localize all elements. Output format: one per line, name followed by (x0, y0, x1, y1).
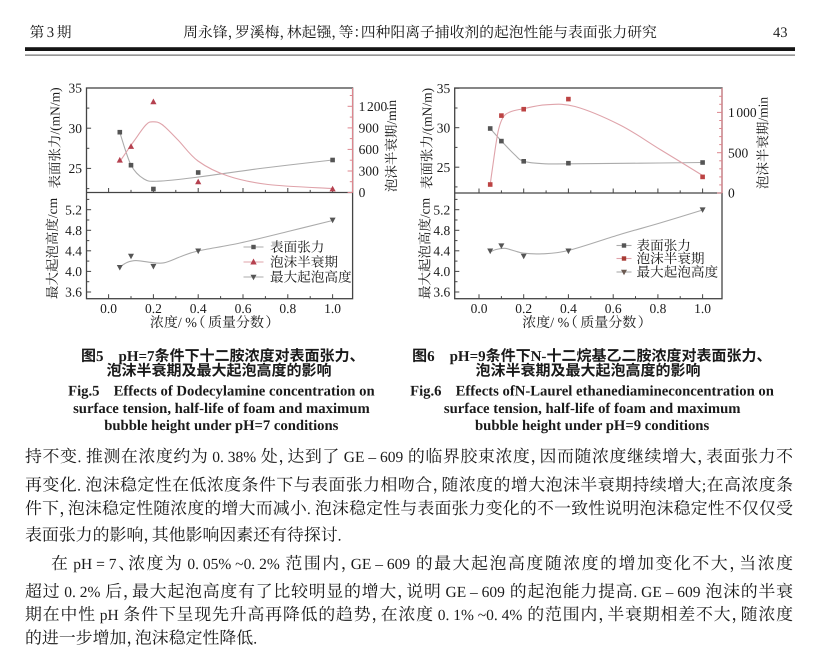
svg-text:pH = 7: pH = 7 (73, 556, 116, 573)
svg-text:1: 1 (359, 99, 366, 114)
svg-text:GE – 609: GE – 609 (351, 556, 411, 573)
svg-text:25: 25 (437, 160, 451, 175)
svg-text:4.0: 4.0 (65, 264, 82, 279)
svg-text:30: 30 (437, 120, 451, 135)
svg-text:0.8: 0.8 (279, 301, 296, 316)
svg-text:.: . (78, 449, 82, 466)
svg-text:3: 3 (47, 25, 54, 41)
svg-text:35: 35 (69, 81, 83, 96)
svg-text:/min: /min (756, 97, 771, 122)
svg-text:pH: pH (100, 607, 119, 624)
svg-text:Fig.5: Fig.5 (68, 383, 99, 399)
svg-text:0.4: 0.4 (560, 301, 577, 316)
svg-text:/(mN/m): /(mN/m) (420, 88, 435, 135)
svg-text:.: . (307, 501, 311, 518)
svg-text:0.8: 0.8 (649, 301, 666, 316)
svg-text:30: 30 (69, 121, 83, 136)
svg-text:25: 25 (69, 161, 83, 176)
svg-text:pH=9: pH=9 (450, 349, 486, 365)
svg-text:;: ; (702, 478, 706, 495)
svg-text:0.0: 0.0 (100, 301, 117, 316)
svg-text:6: 6 (427, 349, 435, 365)
svg-text:4.0: 4.0 (433, 264, 450, 279)
svg-text:3.6: 3.6 (433, 285, 450, 300)
svg-text:0.4: 0.4 (190, 301, 207, 316)
svg-text:bubble height under pH=9 condi: bubble height under pH=9 conditions (475, 418, 709, 434)
svg-text:/ %: / % (178, 316, 197, 331)
svg-text:4.8: 4.8 (65, 223, 82, 238)
svg-text:1.0: 1.0 (324, 301, 341, 316)
svg-text:300: 300 (359, 164, 380, 179)
svg-text:200: 200 (367, 99, 388, 114)
svg-text:4.4: 4.4 (65, 243, 82, 258)
svg-text:/cm: /cm (45, 197, 60, 218)
svg-text:. GE – 609: . GE – 609 (633, 584, 700, 601)
svg-text:pH=7: pH=7 (119, 349, 156, 365)
svg-text:0.6: 0.6 (235, 301, 252, 316)
svg-text:5: 5 (96, 349, 104, 365)
svg-text:0: 0 (728, 186, 735, 201)
svg-text:500: 500 (728, 145, 749, 160)
svg-text:bubble height under pH=7 condi: bubble height under pH=7 conditions (104, 418, 338, 434)
svg-text:4.8: 4.8 (433, 223, 450, 238)
svg-text:0: 0 (359, 185, 366, 200)
svg-text:0.0: 0.0 (471, 301, 488, 316)
svg-text:surface tension, half-life of: surface tension, half-life of foam and m… (444, 401, 741, 417)
svg-text:0. 38%: 0. 38% (212, 449, 256, 466)
svg-text:4.4: 4.4 (433, 243, 450, 258)
svg-text:/(mN/m): /(mN/m) (48, 87, 63, 134)
svg-text:Effects ofN-Laurel ethanediami: Effects ofN-Laurel ethanediamineconcentr… (456, 383, 774, 399)
svg-text:3.6: 3.6 (65, 285, 82, 300)
svg-text:0. 05% ~0. 2%: 0. 05% ~0. 2% (187, 556, 279, 573)
svg-text:.: . (253, 631, 257, 648)
svg-text:0.2: 0.2 (515, 301, 532, 316)
svg-text:000: 000 (736, 105, 757, 120)
svg-text:1: 1 (728, 105, 735, 120)
svg-text:.: . (77, 478, 81, 495)
svg-text:0. 2%: 0. 2% (64, 584, 100, 601)
svg-text:1.0: 1.0 (694, 301, 711, 316)
svg-text:N-: N- (531, 349, 547, 365)
svg-text:GE – 609: GE – 609 (344, 449, 404, 466)
svg-text:.: . (338, 528, 342, 545)
svg-text:5.2: 5.2 (65, 202, 82, 217)
svg-text:35: 35 (437, 81, 451, 96)
svg-text:GE – 609: GE – 609 (446, 584, 506, 601)
svg-text:0.2: 0.2 (145, 301, 162, 316)
svg-text:5.2: 5.2 (433, 202, 450, 217)
svg-text:Fig.6: Fig.6 (410, 383, 441, 399)
svg-text:600: 600 (359, 142, 380, 157)
svg-text:/ %: / % (550, 316, 569, 331)
svg-text:0.6: 0.6 (605, 301, 622, 316)
svg-text:900: 900 (359, 121, 380, 136)
svg-text:0. 1% ~0. 4%: 0. 1% ~0. 4% (438, 607, 523, 624)
svg-text:/cm: /cm (418, 197, 433, 218)
svg-text:surface tension, half-life of: surface tension, half-life of foam and m… (73, 401, 370, 417)
svg-text:43: 43 (773, 25, 788, 41)
svg-text:Effects of Dodecylamine concen: Effects of Dodecylamine concentration on (114, 383, 375, 399)
svg-text:/min: /min (384, 100, 399, 125)
